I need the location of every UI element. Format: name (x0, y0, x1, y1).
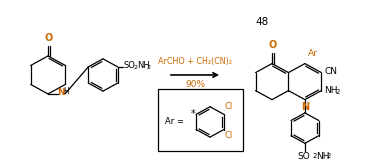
Text: CN: CN (324, 67, 337, 76)
Text: N: N (57, 89, 65, 98)
Text: 2: 2 (134, 65, 138, 70)
Text: 2: 2 (313, 153, 317, 159)
Text: Cl: Cl (225, 103, 233, 112)
Text: 48: 48 (255, 17, 268, 27)
Text: ArCHO + CH₂(CN)₂: ArCHO + CH₂(CN)₂ (158, 57, 232, 66)
Text: Ar =: Ar = (165, 117, 184, 126)
Text: NH: NH (324, 86, 338, 95)
Text: Ar: Ar (308, 49, 318, 58)
Text: O: O (269, 40, 277, 50)
Text: O: O (45, 33, 53, 43)
Text: N: N (301, 102, 309, 112)
Text: H: H (63, 87, 69, 96)
Text: SO: SO (124, 62, 136, 71)
Text: NH: NH (137, 62, 149, 71)
Text: NH: NH (316, 152, 329, 161)
Bar (158, 89, 243, 151)
Text: SO: SO (298, 152, 310, 161)
Text: Cl: Cl (225, 131, 233, 140)
Text: 2: 2 (336, 89, 340, 95)
Text: *: * (190, 109, 195, 119)
Text: 90%: 90% (185, 80, 205, 89)
Text: 2: 2 (147, 65, 151, 70)
Text: 2: 2 (327, 153, 331, 159)
